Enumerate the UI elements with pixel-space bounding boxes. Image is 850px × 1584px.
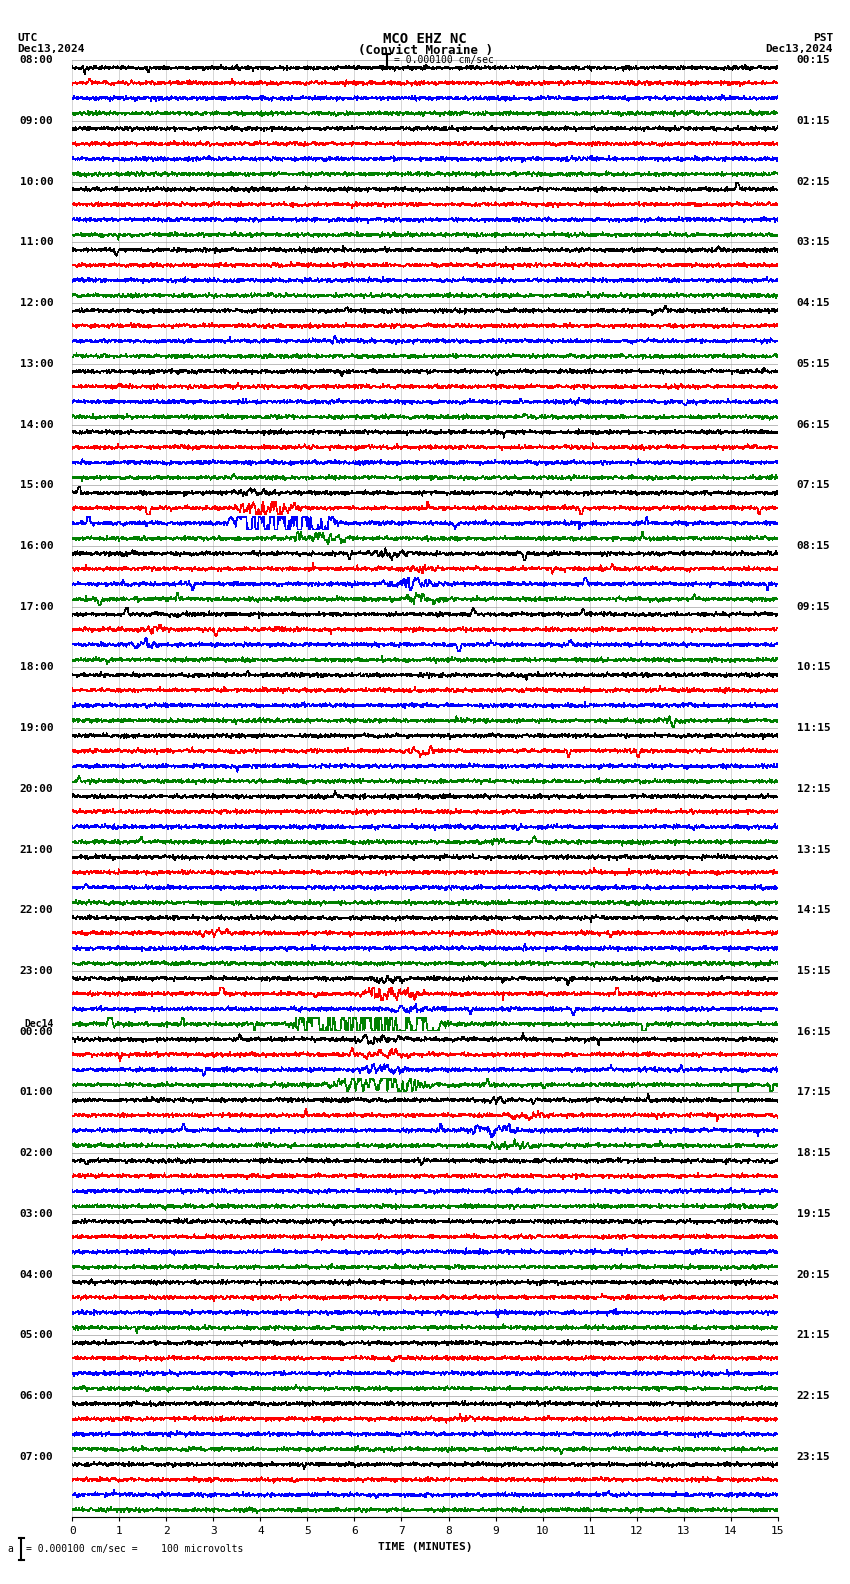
Text: 02:15: 02:15: [796, 177, 830, 187]
Text: MCO EHZ NC: MCO EHZ NC: [383, 32, 467, 46]
Text: 03:15: 03:15: [796, 238, 830, 247]
Text: Dec13,2024: Dec13,2024: [766, 44, 833, 54]
Text: 16:00: 16:00: [20, 542, 54, 551]
Text: 04:15: 04:15: [796, 298, 830, 307]
Text: 14:00: 14:00: [20, 420, 54, 429]
Text: 21:00: 21:00: [20, 844, 54, 854]
Text: 20:00: 20:00: [20, 784, 54, 794]
Text: a: a: [7, 1544, 13, 1554]
Text: 00:00: 00:00: [20, 1026, 54, 1036]
Text: = 0.000100 cm/sec =    100 microvolts: = 0.000100 cm/sec = 100 microvolts: [26, 1544, 243, 1554]
Text: (Convict Moraine ): (Convict Moraine ): [358, 44, 492, 57]
Text: 13:00: 13:00: [20, 360, 54, 369]
Text: 02:00: 02:00: [20, 1148, 54, 1158]
X-axis label: TIME (MINUTES): TIME (MINUTES): [377, 1543, 473, 1552]
Text: 07:00: 07:00: [20, 1453, 54, 1462]
Text: 21:15: 21:15: [796, 1331, 830, 1340]
Text: 22:15: 22:15: [796, 1391, 830, 1400]
Text: 05:15: 05:15: [796, 360, 830, 369]
Text: 09:00: 09:00: [20, 116, 54, 125]
Text: 19:00: 19:00: [20, 724, 54, 733]
Text: 07:15: 07:15: [796, 480, 830, 489]
Text: 09:15: 09:15: [796, 602, 830, 611]
Text: 20:15: 20:15: [796, 1270, 830, 1280]
Text: 15:00: 15:00: [20, 480, 54, 489]
Text: 23:15: 23:15: [796, 1453, 830, 1462]
Text: 01:00: 01:00: [20, 1088, 54, 1098]
Text: 06:00: 06:00: [20, 1391, 54, 1400]
Text: 17:15: 17:15: [796, 1088, 830, 1098]
Text: 04:00: 04:00: [20, 1270, 54, 1280]
Text: 08:00: 08:00: [20, 55, 54, 65]
Text: 22:00: 22:00: [20, 906, 54, 916]
Text: PST: PST: [813, 33, 833, 43]
Text: 00:15: 00:15: [796, 55, 830, 65]
Text: 19:15: 19:15: [796, 1209, 830, 1218]
Text: 11:15: 11:15: [796, 724, 830, 733]
Text: 14:15: 14:15: [796, 906, 830, 916]
Text: 10:15: 10:15: [796, 662, 830, 672]
Text: 15:15: 15:15: [796, 966, 830, 976]
Text: 16:15: 16:15: [796, 1026, 830, 1036]
Text: 13:15: 13:15: [796, 844, 830, 854]
Text: 03:00: 03:00: [20, 1209, 54, 1218]
Text: 18:00: 18:00: [20, 662, 54, 672]
Text: UTC: UTC: [17, 33, 37, 43]
Text: 06:15: 06:15: [796, 420, 830, 429]
Text: 01:15: 01:15: [796, 116, 830, 125]
Text: 10:00: 10:00: [20, 177, 54, 187]
Text: = 0.000100 cm/sec: = 0.000100 cm/sec: [394, 55, 493, 65]
Text: 18:15: 18:15: [796, 1148, 830, 1158]
Text: 17:00: 17:00: [20, 602, 54, 611]
Text: Dec13,2024: Dec13,2024: [17, 44, 84, 54]
Text: 12:15: 12:15: [796, 784, 830, 794]
Text: 23:00: 23:00: [20, 966, 54, 976]
Text: 08:15: 08:15: [796, 542, 830, 551]
Text: 11:00: 11:00: [20, 238, 54, 247]
Text: 05:00: 05:00: [20, 1331, 54, 1340]
Text: 12:00: 12:00: [20, 298, 54, 307]
Text: Dec14: Dec14: [24, 1019, 54, 1030]
